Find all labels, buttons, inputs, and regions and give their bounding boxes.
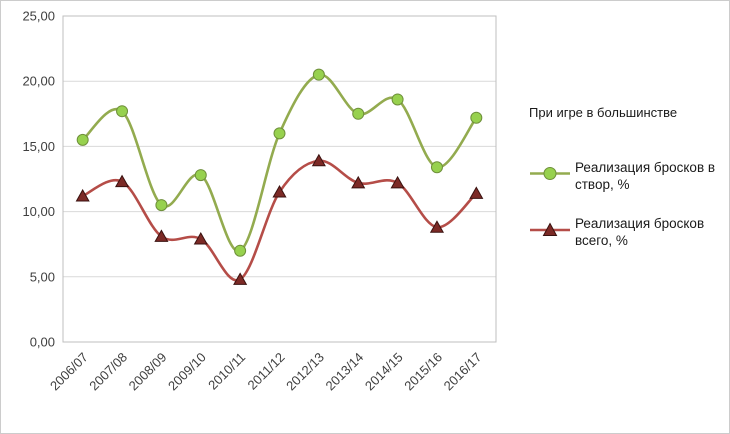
svg-text:5,00: 5,00 — [30, 269, 55, 284]
svg-text:2008/09: 2008/09 — [126, 350, 170, 394]
chart-side-panel: При игре в большинстве Реализация броско… — [529, 1, 727, 433]
svg-text:2007/08: 2007/08 — [86, 350, 130, 394]
legend-label: Реализация бросков в створ, % — [575, 160, 716, 192]
svg-text:25,00: 25,00 — [22, 9, 55, 24]
svg-text:0,00: 0,00 — [30, 335, 55, 350]
svg-text:2014/15: 2014/15 — [362, 350, 406, 394]
svg-text:2006/07: 2006/07 — [47, 350, 91, 394]
legend: Реализация бросков в створ, % Реализация… — [529, 160, 727, 250]
svg-text:2009/10: 2009/10 — [165, 350, 209, 394]
svg-text:2010/11: 2010/11 — [205, 350, 248, 393]
legend-item-shots-on-goal: Реализация бросков в створ, % — [529, 160, 727, 194]
svg-text:15,00: 15,00 — [22, 139, 55, 154]
chart-title: При игре в большинстве — [529, 105, 678, 120]
svg-text:10,00: 10,00 — [22, 204, 55, 219]
svg-text:2016/17: 2016/17 — [441, 350, 485, 394]
svg-text:2015/16: 2015/16 — [401, 350, 445, 394]
svg-text:2011/12: 2011/12 — [244, 350, 287, 393]
svg-text:20,00: 20,00 — [22, 74, 55, 89]
svg-text:2012/13: 2012/13 — [283, 350, 327, 394]
green-circle-marker-icon — [530, 167, 570, 180]
legend-item-shots-total: Реализация бросков всего, % — [529, 216, 727, 250]
red-triangle-marker-icon — [530, 222, 570, 236]
legend-label: Реализация бросков всего, % — [575, 215, 705, 248]
svg-text:2013/14: 2013/14 — [323, 350, 367, 394]
